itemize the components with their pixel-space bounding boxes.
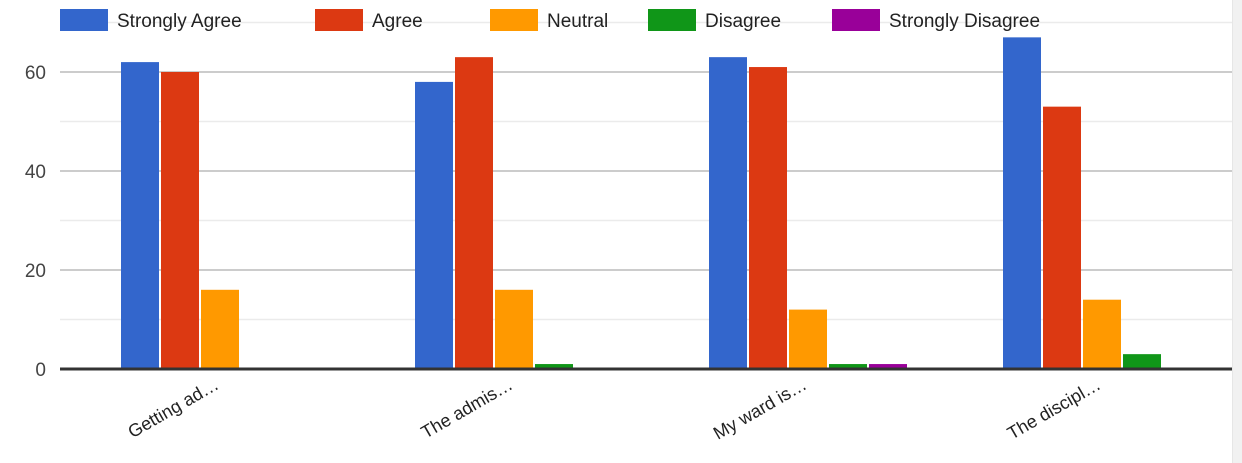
legend-label: Neutral [547,11,608,32]
legend-label: Strongly Agree [117,11,242,32]
legend-swatch [648,9,696,31]
bar-agree[interactable] [455,57,493,370]
x-category-label: Getting ad… [124,374,222,442]
x-category-label: The discipl… [1004,374,1104,443]
legend-swatch [60,9,108,31]
legend-item-disagree[interactable]: Disagree [648,9,781,32]
bar-neutral[interactable] [495,289,533,369]
bar-strongly-agree[interactable] [121,62,159,369]
x-category-label: The admis… [418,374,516,442]
vertical-scrollbar[interactable] [1232,0,1242,463]
legend-swatch [832,9,880,31]
bar-strongly-agree[interactable] [709,57,747,370]
bar-disagree[interactable] [1123,354,1161,369]
bar-neutral[interactable] [201,289,239,369]
bar-strongly-agree[interactable] [415,81,453,370]
bar-disagree[interactable] [829,364,867,369]
legend-label: Disagree [705,11,781,32]
legend-label: Strongly Disagree [889,11,1040,32]
legend-item-agree[interactable]: Agree [315,9,423,32]
legend-item-neutral[interactable]: Neutral [490,9,608,32]
bar-strongly-agree[interactable] [1003,37,1041,369]
bar-strongly-disagree[interactable] [869,364,907,369]
legend-swatch [490,9,538,31]
bar-agree[interactable] [749,67,787,370]
bar-neutral[interactable] [789,309,827,369]
bar-disagree[interactable] [535,364,573,369]
x-category-label: My ward is… [710,374,810,443]
legend-swatch [315,9,363,31]
y-tick-label: 20 [25,261,46,282]
legend-item-strongly-agree[interactable]: Strongly Agree [60,9,242,32]
y-tick-label: 0 [35,360,46,381]
y-tick-label: 60 [25,63,46,84]
legend-label: Agree [372,11,423,32]
bars-layer [121,37,1161,370]
y-tick-label: 40 [25,162,46,183]
bar-agree[interactable] [1043,106,1081,370]
legend-item-strongly-disagree[interactable]: Strongly Disagree [832,9,1040,32]
legend[interactable]: Strongly Agree Agree Neutral Disagree Strong… [60,9,1040,32]
bar-neutral[interactable] [1083,299,1121,369]
grid-layer [60,21,1236,321]
bar-agree[interactable] [161,72,199,369]
